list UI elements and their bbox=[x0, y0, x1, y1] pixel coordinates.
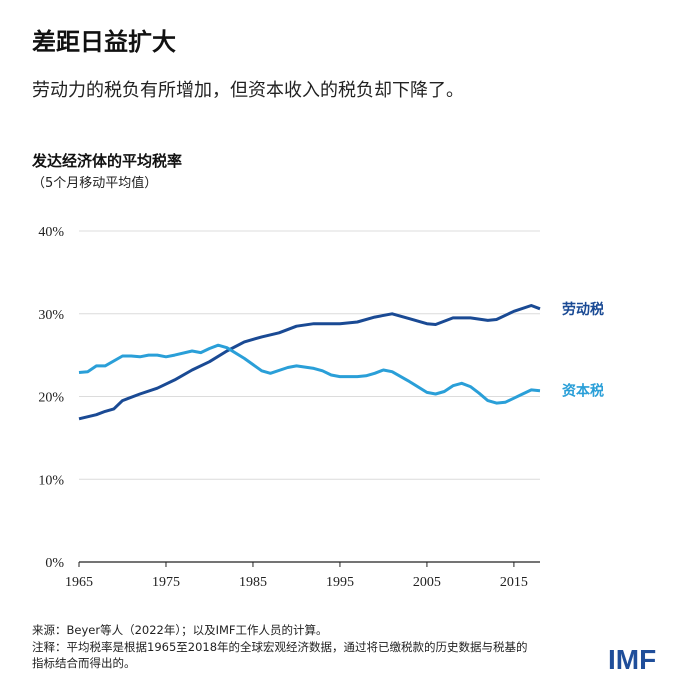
note-line-2: 指标结合而得出的。 bbox=[32, 656, 136, 670]
chart-title: 发达经济体的平均税率 bbox=[32, 152, 183, 170]
page-subtitle: 劳动力的税负有所增加，但资本收入的税负却下降了。 bbox=[32, 80, 464, 101]
note-line-1: 注释：平均税率是根据1965至2018年的全球宏观经济数据，通过将已缴税款的历史… bbox=[32, 640, 528, 654]
x-tick-label: 1985 bbox=[239, 575, 267, 590]
x-tick-label: 2005 bbox=[413, 575, 441, 590]
chart-subtitle: （5个月移动平均值） bbox=[32, 176, 158, 191]
series-label: 资本税 bbox=[562, 383, 604, 400]
x-tick-label: 1995 bbox=[326, 575, 354, 590]
imf-logo: IMF bbox=[608, 644, 657, 675]
x-tick-label: 1975 bbox=[152, 575, 180, 590]
y-tick-label: 20% bbox=[38, 391, 64, 406]
y-tick-label: 30% bbox=[38, 308, 64, 323]
y-tick-label: 40% bbox=[38, 225, 64, 240]
series-line-labor bbox=[78, 304, 541, 421]
series-line-capital bbox=[78, 343, 541, 405]
y-tick-label: 10% bbox=[38, 473, 64, 488]
x-tick-label: 2015 bbox=[500, 575, 528, 590]
x-tick-label: 1965 bbox=[65, 575, 93, 590]
page-title: 差距日益扩大 bbox=[32, 28, 176, 56]
series-label: 劳动税 bbox=[562, 301, 604, 318]
y-tick-label: 0% bbox=[45, 556, 64, 571]
source-note: 来源：Beyer等人（2022年）；以及IMF工作人员的计算。 bbox=[32, 623, 328, 637]
